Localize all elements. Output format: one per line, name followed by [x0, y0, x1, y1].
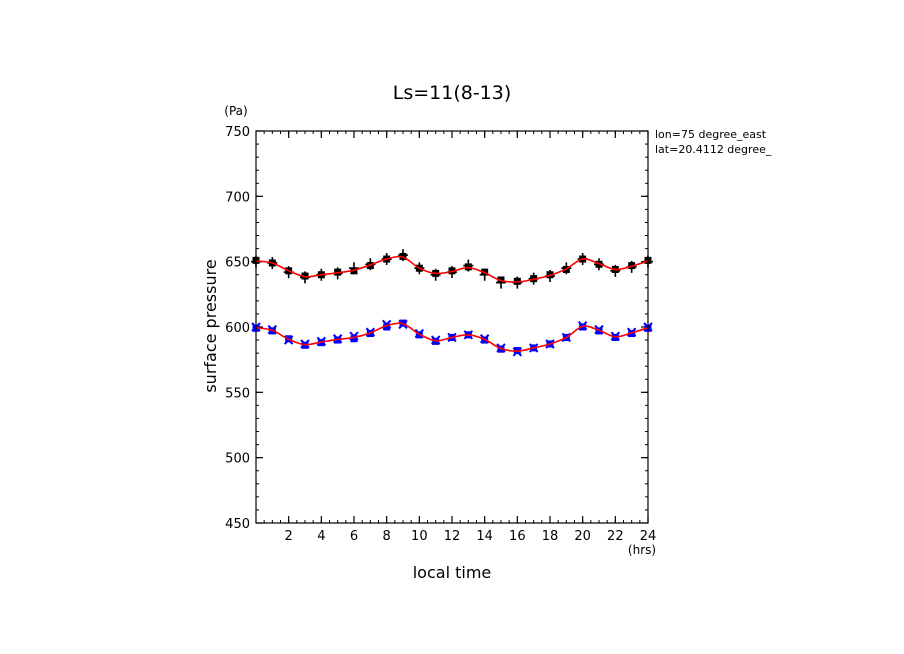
series-4	[255, 255, 649, 283]
y-tick-label: 650	[225, 256, 250, 271]
data-point-plus	[398, 249, 408, 262]
x-tick-label: 20	[574, 529, 591, 544]
x-tick-label: 8	[383, 529, 391, 544]
y-tick-label: 450	[225, 517, 250, 532]
x-unit: (hrs)	[628, 543, 656, 557]
y-tick-label: 550	[225, 386, 250, 401]
y-axis-label: surface pressure	[201, 259, 220, 392]
x-tick-label: 24	[640, 529, 657, 544]
smooth-fit-line	[255, 322, 649, 352]
smooth-fit-line	[255, 255, 649, 283]
series-5	[255, 322, 649, 352]
x-tick-label: 16	[509, 529, 526, 544]
x-tick-label: 14	[476, 529, 493, 544]
data-point-square	[350, 335, 358, 343]
x-tick-label: 10	[411, 529, 428, 544]
y-tick-label: 700	[225, 190, 250, 205]
x-tick-label: 6	[350, 529, 358, 544]
axis-ticks: 2 4 6 8 10 12 14 16 18 20 22 2445050055060065070075…	[225, 125, 656, 544]
series-1	[251, 249, 653, 289]
x-tick-label: 18	[542, 529, 559, 544]
series-layer	[251, 249, 653, 357]
data-point-plus	[496, 276, 506, 289]
data-point-cross	[349, 331, 359, 341]
x-tick-label: 2	[285, 529, 293, 544]
x-tick-label: 22	[607, 529, 624, 544]
y-tick-label: 500	[225, 452, 250, 467]
y-tick-label: 600	[225, 321, 250, 336]
data-point-plus	[463, 259, 474, 272]
annotation-lat: lat=20.4112 degree_	[655, 143, 772, 156]
y-tick-label: 750	[225, 125, 250, 140]
data-point-plus	[430, 268, 441, 281]
data-point-plus	[349, 262, 359, 275]
y-unit: (Pa)	[224, 104, 247, 118]
annotation-lon: lon=75 degree_east	[655, 128, 767, 141]
chart-title: Ls=11(8-13)	[393, 82, 512, 104]
x-tick-label: 12	[444, 529, 461, 544]
x-tick-label: 4	[317, 529, 325, 544]
plot-frame	[255, 130, 649, 524]
data-point-plus	[610, 264, 621, 277]
data-point-square	[383, 323, 391, 331]
x-axis-label: local time	[413, 563, 492, 582]
